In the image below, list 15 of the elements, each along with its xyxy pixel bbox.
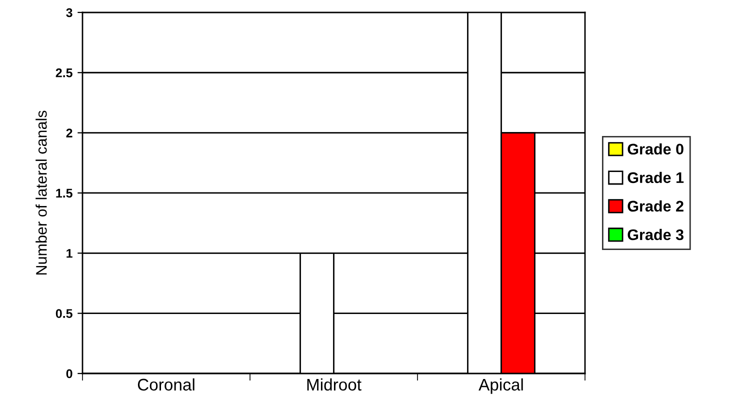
y-tick-label: 2.5 — [56, 68, 72, 78]
y-tick-label: 1.5 — [56, 188, 72, 198]
legend-label: Grade 2 — [628, 200, 684, 212]
x-tick-label: Midroot — [307, 378, 362, 391]
y-tick-label: 1 — [66, 249, 72, 258]
x-tick-label: Apical — [478, 378, 523, 394]
legend-label: Grade 0 — [628, 143, 684, 155]
x-tick-label: Coronal — [138, 378, 194, 391]
y-tick-label: 0 — [66, 369, 72, 378]
y-tick-label: 0.5 — [56, 309, 72, 318]
y-tick-label: 2 — [66, 128, 72, 138]
y-tick-label: 3 — [66, 8, 72, 18]
legend-label: Grade 1 — [628, 172, 684, 184]
legend-label: Grade 3 — [628, 228, 684, 240]
y-axis-title: Number of lateral canals — [36, 110, 47, 275]
